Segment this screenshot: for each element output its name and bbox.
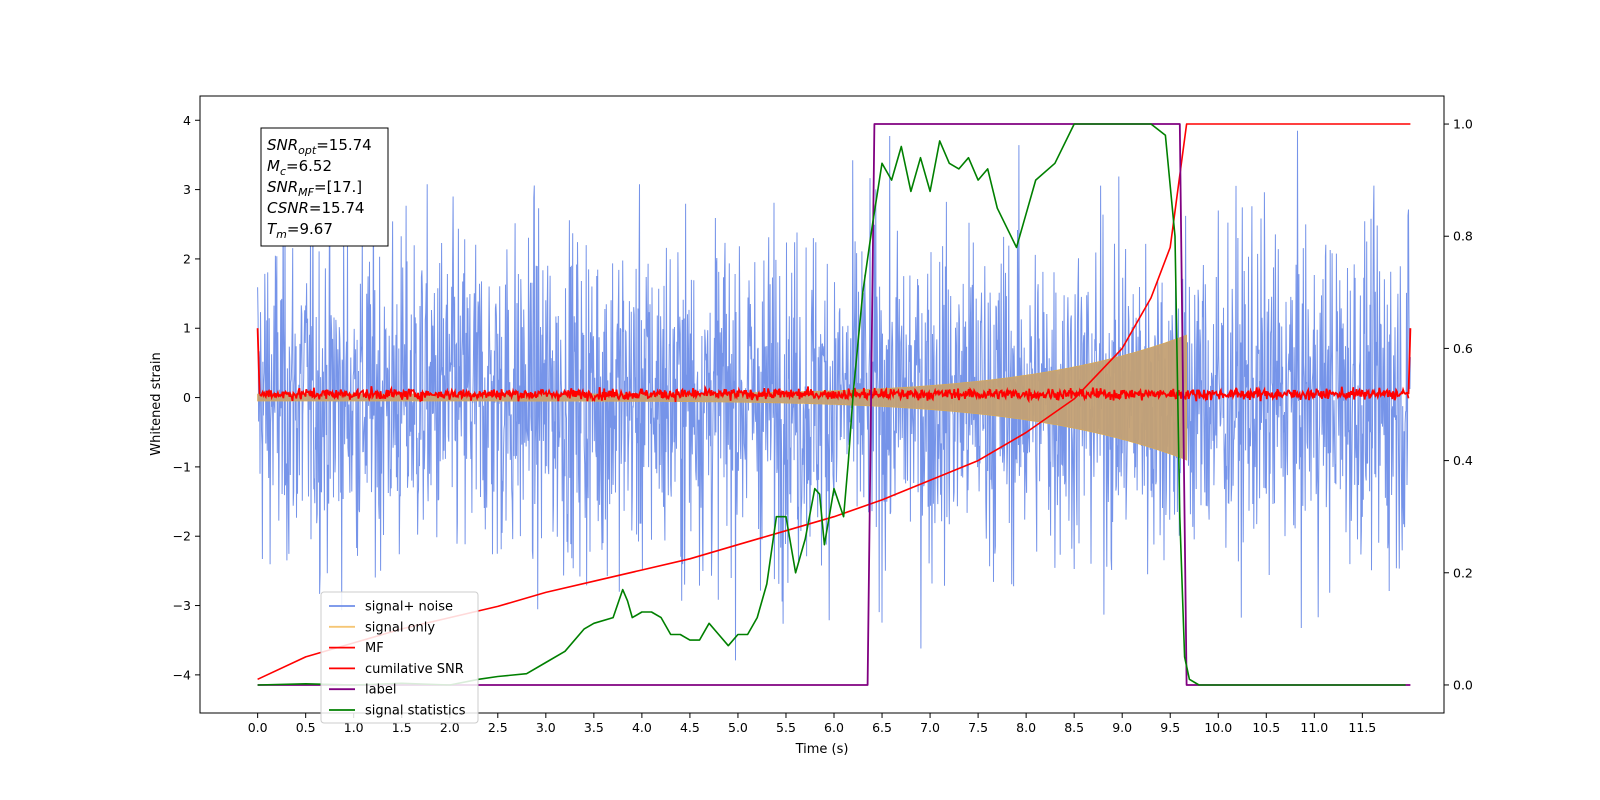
legend-label: signal statistics bbox=[365, 704, 466, 719]
x-tick-label: 3.5 bbox=[584, 720, 604, 735]
y-axis-right: 1.0 0.8 0.6 0.4 0.2 0.0 bbox=[1444, 117, 1473, 692]
x-tick-label: 8.5 bbox=[1064, 720, 1084, 735]
x-tick-label: 8.0 bbox=[1016, 720, 1036, 735]
annotation-line: CSNR=15.74 bbox=[267, 199, 364, 217]
annotation-line: SNRopt=15.74 bbox=[267, 136, 372, 157]
y-right-tick-label: 0.4 bbox=[1453, 453, 1473, 468]
legend: signal+ noise signal only MF cumilative SNR… bbox=[320, 591, 479, 724]
annotation-box: SNRopt=15.74Mc=6.52SNRMF=[17.]CSNR=15.74… bbox=[260, 127, 389, 247]
x-tick-label: 1.5 bbox=[392, 720, 412, 735]
x-tick-label: 7.5 bbox=[968, 720, 988, 735]
y-tick-label: −2 bbox=[173, 529, 191, 544]
y-right-tick-label: 0.8 bbox=[1453, 229, 1473, 244]
x-axis: 0.0 0.5 1.0 1.5 2.0 2.5 3.0 3.5 4.0 4.5 5.0 5.5 6.0 6… bbox=[248, 713, 1376, 735]
y-tick-label: −1 bbox=[173, 459, 191, 474]
y-tick-label: 4 bbox=[183, 113, 191, 128]
y-right-tick-label: 0.6 bbox=[1453, 341, 1473, 356]
x-tick-label: 11.5 bbox=[1348, 720, 1376, 735]
annotation-line: Tm=9.67 bbox=[267, 220, 333, 241]
x-tick-label: 6.5 bbox=[872, 720, 892, 735]
legend-label: cumilative SNR bbox=[365, 662, 464, 677]
series-signal-statistics bbox=[257, 123, 1406, 686]
y-tick-label: 3 bbox=[183, 182, 191, 197]
x-tick-label: 5.0 bbox=[728, 720, 748, 735]
legend-frame bbox=[320, 591, 479, 724]
x-tick-label: 10.5 bbox=[1252, 720, 1280, 735]
x-axis-label: Time (s) bbox=[795, 742, 849, 757]
y-tick-label: 1 bbox=[183, 321, 191, 336]
y-tick-label: −3 bbox=[173, 598, 191, 613]
legend-label: label bbox=[365, 683, 396, 698]
legend-label: signal+ noise bbox=[365, 600, 453, 615]
axes-frame bbox=[199, 95, 1445, 714]
x-tick-label: 6.0 bbox=[824, 720, 844, 735]
x-tick-label: 11.0 bbox=[1300, 720, 1328, 735]
x-tick-label: 4.0 bbox=[632, 720, 652, 735]
series-mf bbox=[256, 328, 1412, 404]
y-tick-label: −4 bbox=[173, 667, 191, 682]
x-tick-label: 7.0 bbox=[920, 720, 940, 735]
x-tick-label: 0.0 bbox=[248, 720, 268, 735]
legend-label: MF bbox=[365, 641, 384, 656]
x-tick-label: 9.0 bbox=[1112, 720, 1132, 735]
x-tick-label: 2.5 bbox=[488, 720, 508, 735]
annotation-frame bbox=[260, 127, 389, 247]
x-tick-label: 5.5 bbox=[776, 720, 796, 735]
x-tick-label: 9.5 bbox=[1160, 720, 1180, 735]
y-tick-label: 2 bbox=[183, 251, 191, 266]
x-tick-label: 2.0 bbox=[440, 720, 460, 735]
y-tick-label: 0 bbox=[183, 390, 191, 405]
annotation-line: Mc=6.52 bbox=[267, 157, 332, 178]
y-right-tick-label: 0.0 bbox=[1453, 677, 1473, 692]
x-tick-label: 1.0 bbox=[344, 720, 364, 735]
x-tick-label: 0.5 bbox=[296, 720, 316, 735]
series-signal-noise bbox=[257, 130, 1411, 661]
annotation-line: SNRMF=[17.] bbox=[267, 178, 362, 199]
x-tick-label: 3.0 bbox=[536, 720, 556, 735]
y-axis-left: 4 3 2 1 0 −1 −2 −3 −4 bbox=[173, 113, 200, 682]
legend-label: signal only bbox=[365, 620, 435, 635]
x-tick-label: 10.0 bbox=[1204, 720, 1232, 735]
y-axis-label: Whitened strain bbox=[149, 352, 164, 455]
y-right-tick-label: 1.0 bbox=[1453, 117, 1473, 132]
y-right-tick-label: 0.2 bbox=[1453, 565, 1473, 580]
x-tick-label: 4.5 bbox=[680, 720, 700, 735]
